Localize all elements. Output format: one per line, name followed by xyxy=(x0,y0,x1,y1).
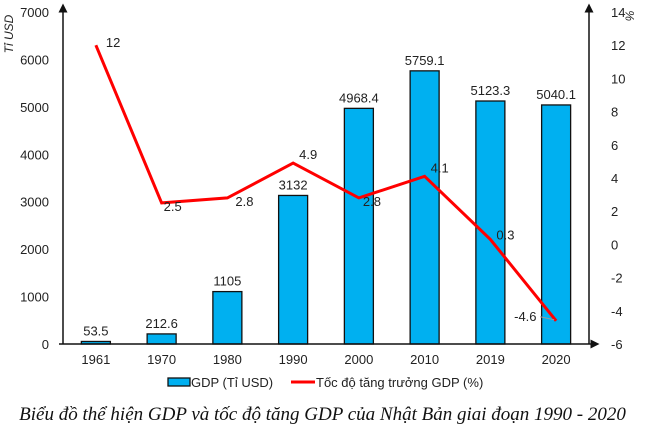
gdp-bar-2010 xyxy=(409,70,440,345)
left-axis-tick-label: 2000 xyxy=(20,242,49,257)
gdp-bar-label: 4968.4 xyxy=(339,90,379,105)
gdp-bar-1980 xyxy=(212,290,243,345)
left-axis-tick-label: 4000 xyxy=(20,147,49,162)
right-axis-tick-label: 8 xyxy=(611,105,618,120)
chart-caption: Biểu đồ thể hiện GDP và tốc độ tăng GDP … xyxy=(19,404,626,425)
right-axis-tick-label: -2 xyxy=(611,271,623,286)
gdp-combo-chart: 0 1000 2000 3000 4000 5000 6000 7000 -6 -4 -2 0 2 4 6 8… xyxy=(2,3,637,390)
growth-rate-line xyxy=(94,44,558,322)
right-axis-tick-label: 4 xyxy=(611,171,618,186)
gdp-bar-label: 5759.1 xyxy=(405,53,445,68)
left-axis-tick-label: 5000 xyxy=(20,100,49,115)
growth-rate-label: 0.3 xyxy=(496,227,514,242)
gdp-bar-1990 xyxy=(277,194,309,345)
gdp-bar-label: 53.5 xyxy=(83,323,108,338)
x-axis-tick-label: 1980 xyxy=(213,352,242,367)
growth-rate-label: 4.1 xyxy=(431,160,449,175)
right-axis-tick-label: 10 xyxy=(611,71,625,86)
growth-rate-label: 2.5 xyxy=(164,199,182,214)
gdp-bar-2000 xyxy=(343,107,375,345)
gdp-bar-label: 212.6 xyxy=(145,316,178,331)
x-axis-tick-label: 1970 xyxy=(147,352,176,367)
left-axis-tick-label: 6000 xyxy=(20,52,49,67)
left-axis-title: Tỉ USD xyxy=(2,14,16,53)
gdp-bar-label: 1105 xyxy=(213,274,241,289)
right-axis-tick-label: -4 xyxy=(611,304,623,319)
right-axis-tick-label: 12 xyxy=(611,38,625,53)
right-axis-tick-label: 2 xyxy=(611,204,618,219)
legend-label-gdp: GDP (Tỉ USD) xyxy=(191,375,273,390)
x-axis-tick-label: 2019 xyxy=(476,352,505,367)
growth-rate-label: 2.8 xyxy=(235,194,253,209)
x-axis-tick-label: 1961 xyxy=(81,352,110,367)
legend-label-growth: Tốc độ tăng trưởng GDP (%) xyxy=(316,375,483,390)
left-axis-tick-label: 7000 xyxy=(20,5,49,20)
growth-rate-label: 2.8 xyxy=(363,194,381,209)
gdp-bar-2020 xyxy=(540,104,572,345)
gdp-bar-label: 5040.1 xyxy=(536,87,576,102)
left-axis-tick-label: 0 xyxy=(42,337,49,352)
gdp-bar-label: 3132 xyxy=(279,177,308,192)
right-axis-tick-label: 6 xyxy=(611,138,618,153)
label-leader-line xyxy=(540,316,555,321)
right-axis-tick-label: 14 xyxy=(611,5,625,20)
x-axis-tick-label: 2010 xyxy=(410,352,439,367)
gdp-bar-1970 xyxy=(146,333,177,345)
x-axis-tick-label: 2020 xyxy=(542,352,571,367)
gdp-bar-label: 5123.3 xyxy=(470,83,510,98)
x-axis-tick-label: 2000 xyxy=(344,352,373,367)
left-axis-tick-label: 1000 xyxy=(20,290,49,305)
right-axis-tick-label: -6 xyxy=(611,337,623,352)
left-axis-tick-label: 3000 xyxy=(20,195,49,210)
right-axis-title: % xyxy=(623,10,637,21)
x-axis-tick-label: 1990 xyxy=(279,352,308,367)
gdp-bar-2019 xyxy=(475,100,506,345)
legend-swatch-gdp xyxy=(167,377,191,387)
growth-rate-label: 4.9 xyxy=(299,147,317,162)
growth-rate-label: -4.6 xyxy=(514,309,536,324)
right-axis-tick-label: 0 xyxy=(611,237,618,252)
growth-rate-label: 12 xyxy=(106,35,120,50)
